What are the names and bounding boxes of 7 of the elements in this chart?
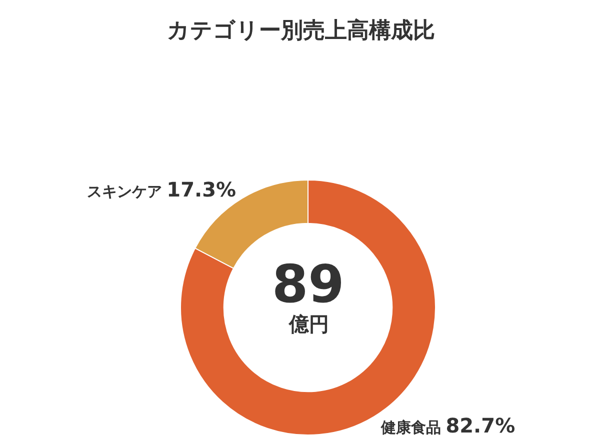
slice-label: スキンケア: [86, 182, 162, 201]
text: 億円: [288, 312, 329, 336]
data-label: 82.7%: [446, 413, 516, 438]
chart-title: カテゴリー別売上高構成比: [167, 18, 435, 44]
text: 89: [272, 255, 344, 315]
data-label: 17.3%: [166, 178, 236, 202]
slice-label: 健康食品: [380, 418, 441, 436]
